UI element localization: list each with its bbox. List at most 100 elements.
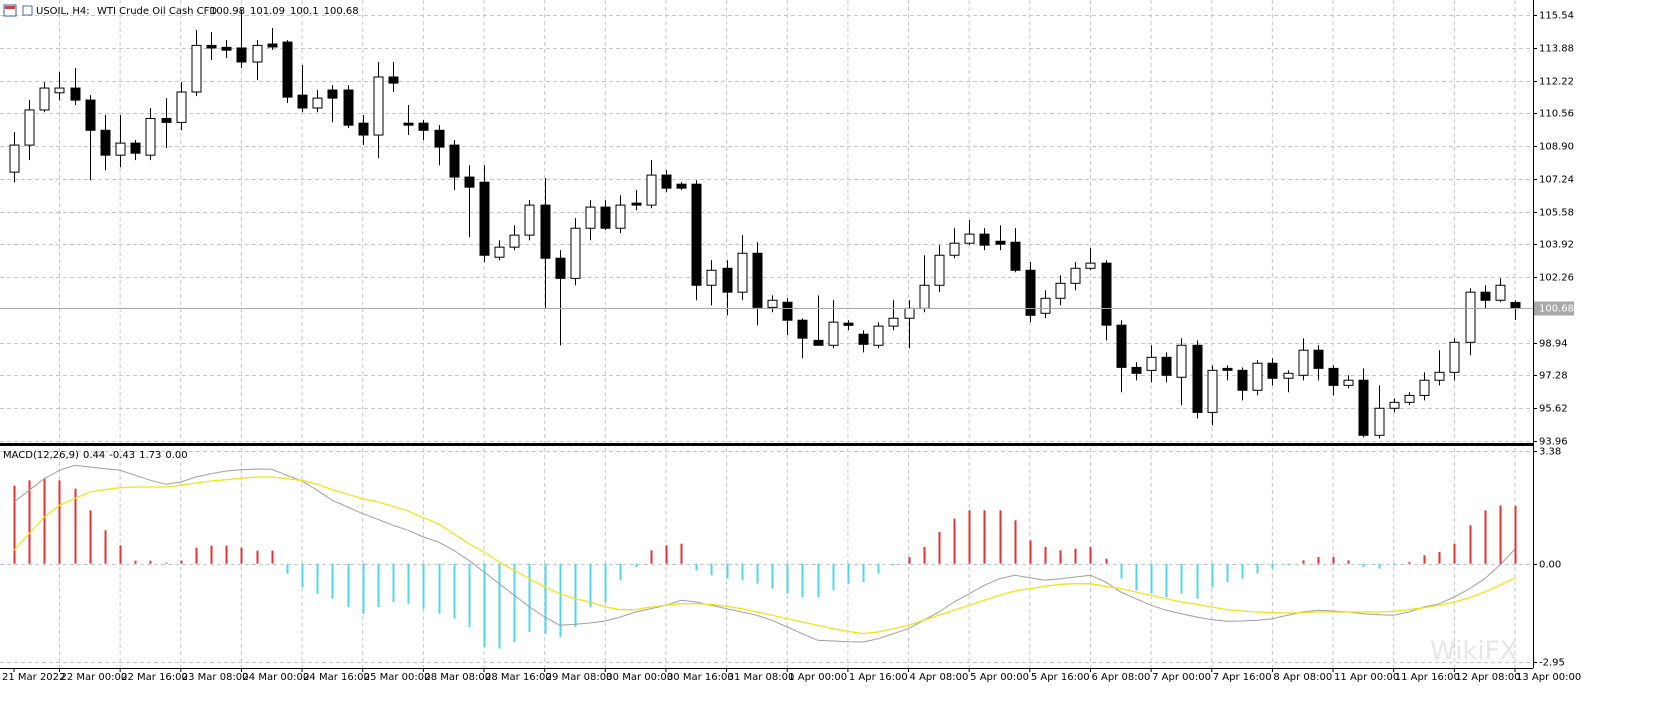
candle-body bbox=[54, 87, 65, 94]
y-tick-label: 3.38 bbox=[1539, 447, 1561, 458]
candle-body bbox=[1434, 371, 1445, 381]
x-tick-label: 13 Apr 00:00 bbox=[1516, 672, 1581, 683]
indicator-signal-value: -0.43 bbox=[109, 450, 135, 461]
macd-line bbox=[13, 464, 1516, 643]
candle-body bbox=[722, 267, 733, 293]
candle-body bbox=[1040, 297, 1051, 314]
x-tick-label: 11 Apr 16:00 bbox=[1395, 672, 1460, 683]
signal-line bbox=[13, 476, 1516, 635]
watermark: WikiFX bbox=[1430, 637, 1517, 667]
x-tick-label: 23 Mar 08:00 bbox=[182, 672, 249, 683]
candle-body bbox=[1085, 262, 1096, 269]
candle-body bbox=[691, 183, 702, 286]
x-tick-label: 6 Apr 08:00 bbox=[1091, 672, 1150, 683]
candle-body bbox=[494, 246, 505, 258]
candle-body bbox=[1131, 366, 1142, 374]
candle-body bbox=[1116, 324, 1127, 368]
indicator-extra-value: 0.00 bbox=[165, 450, 187, 461]
indicator-histogram-value: 1.73 bbox=[139, 450, 161, 461]
candle-body bbox=[267, 43, 278, 48]
x-tick-label: 24 Mar 00:00 bbox=[242, 672, 309, 683]
candle-body bbox=[1222, 367, 1233, 371]
candle-body bbox=[676, 183, 687, 189]
x-tick-label: 28 Mar 08:00 bbox=[424, 672, 491, 683]
candle-body bbox=[449, 144, 460, 178]
chart-icon bbox=[22, 5, 33, 16]
candle-body bbox=[737, 252, 748, 293]
candle-body bbox=[1328, 367, 1339, 386]
candle-body bbox=[343, 89, 354, 126]
candle-body bbox=[934, 254, 945, 286]
candle-body bbox=[161, 117, 172, 123]
candle-body bbox=[888, 317, 899, 327]
candle-body bbox=[358, 122, 369, 136]
candle-body bbox=[1267, 362, 1278, 379]
candle-body bbox=[828, 321, 839, 346]
x-tick-label: 12 Apr 08:00 bbox=[1455, 672, 1520, 683]
x-tick-label: 11 Apr 00:00 bbox=[1334, 672, 1399, 683]
candle-body bbox=[797, 319, 808, 339]
candle-body bbox=[327, 89, 338, 99]
candle-body bbox=[661, 174, 672, 189]
candle-body bbox=[130, 142, 141, 154]
y-tick-label: 93.96 bbox=[1539, 437, 1568, 448]
x-tick-label: 4 Apr 08:00 bbox=[910, 672, 969, 683]
candle-body bbox=[252, 44, 263, 63]
symbol-icon-band bbox=[5, 6, 15, 9]
candle-body bbox=[1495, 284, 1506, 301]
candle-body bbox=[388, 76, 399, 84]
candle-body bbox=[904, 307, 915, 319]
header-high: 101.09 bbox=[250, 6, 285, 17]
header: USOIL, H4: WTI Crude Oil Cash CFD bbox=[3, 4, 217, 17]
y-tick-label: 97.28 bbox=[1539, 371, 1568, 382]
candle-body bbox=[615, 204, 626, 229]
candle-body bbox=[1252, 362, 1263, 391]
candle-body bbox=[767, 299, 778, 308]
candle-body bbox=[1010, 241, 1021, 271]
price-label: 100.68 bbox=[1539, 304, 1574, 315]
x-tick-label: 25 Mar 00:00 bbox=[364, 672, 431, 683]
candle-body bbox=[1207, 369, 1218, 413]
y-tick-label: 107.24 bbox=[1539, 175, 1574, 186]
candle-body bbox=[1313, 349, 1324, 369]
candle-body bbox=[858, 333, 869, 345]
indicator-macd-value: 0.44 bbox=[83, 450, 105, 461]
y-tick-label: -2.95 bbox=[1539, 658, 1565, 669]
x-tick-label: 5 Apr 00:00 bbox=[970, 672, 1029, 683]
x-tick-label: 30 Mar 00:00 bbox=[606, 672, 673, 683]
header-close: 100.68 bbox=[324, 6, 359, 17]
x-tick-label: 24 Mar 16:00 bbox=[303, 672, 370, 683]
indicator-title: MACD(12,26,9) bbox=[3, 450, 79, 461]
candle-body bbox=[1283, 372, 1294, 379]
candle-body bbox=[1161, 356, 1172, 376]
candle-body bbox=[1070, 267, 1081, 284]
candle-body bbox=[873, 325, 884, 346]
candle-body bbox=[373, 76, 384, 136]
y-tick-label: 102.26 bbox=[1539, 273, 1574, 284]
y-tick-label: 95.62 bbox=[1539, 404, 1568, 415]
candle-body bbox=[706, 269, 717, 286]
candle-body bbox=[979, 233, 990, 246]
candle-body bbox=[646, 174, 657, 206]
candle-body bbox=[555, 257, 566, 279]
candle-body bbox=[843, 322, 854, 326]
price-label-box bbox=[1534, 301, 1574, 316]
candle-body bbox=[70, 87, 81, 101]
candle-body bbox=[600, 206, 611, 229]
y-tick-label: 110.56 bbox=[1539, 109, 1574, 120]
header-low: 100.1 bbox=[290, 6, 319, 17]
candle-body bbox=[1480, 291, 1491, 301]
candle-body bbox=[282, 41, 293, 98]
candle-body bbox=[312, 97, 323, 109]
candle-body bbox=[585, 206, 596, 229]
x-tick-label: 28 Mar 16:00 bbox=[485, 672, 552, 683]
x-tick-label: 31 Mar 08:00 bbox=[728, 672, 795, 683]
marks-layer bbox=[0, 10, 1574, 672]
candle-body bbox=[1025, 269, 1036, 316]
candle-body bbox=[813, 339, 824, 346]
candle-body bbox=[403, 122, 414, 126]
candle-body bbox=[995, 240, 1006, 245]
candle-body bbox=[297, 94, 308, 109]
